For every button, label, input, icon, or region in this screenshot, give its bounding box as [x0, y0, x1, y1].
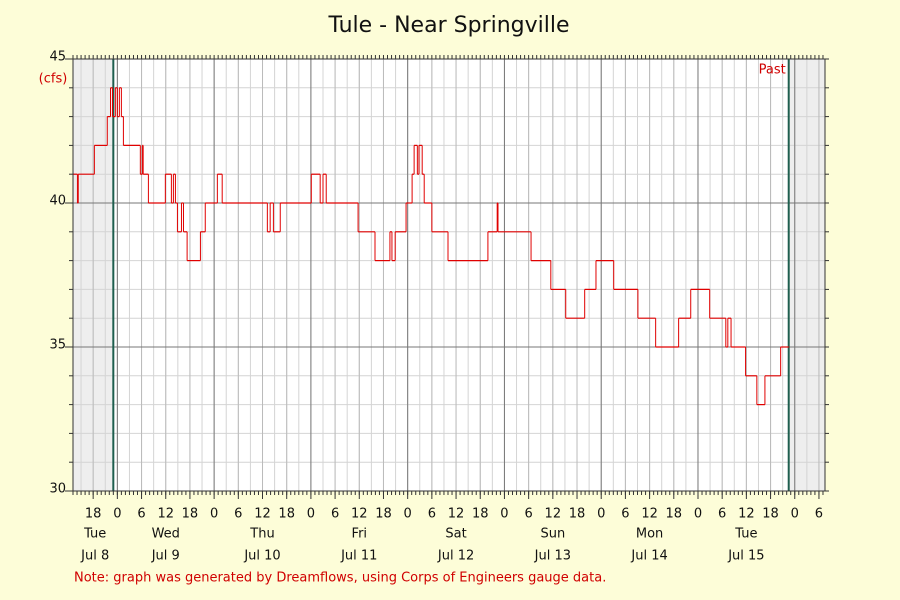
x-tick-label: 6	[234, 507, 242, 522]
day-date: Jul 13	[534, 549, 571, 564]
x-tick-label: 18	[472, 507, 489, 522]
x-tick-label: 0	[404, 507, 412, 522]
x-tick-label: 0	[307, 507, 315, 522]
x-tick-label: 6	[331, 507, 339, 522]
day-date: Jul 9	[151, 549, 180, 564]
x-tick-label: 12	[157, 507, 174, 522]
note: Note: graph was generated by Dreamflows,…	[74, 571, 606, 586]
day-date: Jul 8	[80, 549, 109, 564]
day-weekday: Tue	[734, 527, 757, 542]
x-tick-label: 12	[738, 507, 755, 522]
x-tick-label: 6	[815, 507, 823, 522]
x-tick-label: 18	[85, 507, 102, 522]
x-tick-label: 6	[428, 507, 436, 522]
day-weekday: Sat	[445, 527, 466, 542]
x-tick-label: 6	[718, 507, 726, 522]
x-tick-label: 18	[182, 507, 199, 522]
day-date: Jul 10	[243, 549, 280, 564]
day-weekday: Fri	[352, 527, 368, 542]
x-tick-label: 0	[791, 507, 799, 522]
x-tick-label: 12	[351, 507, 368, 522]
x-tick-label: 18	[375, 507, 392, 522]
x-tick-label: 12	[545, 507, 562, 522]
day-weekday: Sun	[540, 527, 565, 542]
day-date: Jul 15	[727, 549, 764, 564]
y-tick-label: 35	[49, 338, 66, 353]
chart-title: Tule - Near Springville	[327, 13, 569, 38]
y-tick-label: 30	[49, 482, 66, 497]
x-tick-label: 18	[762, 507, 779, 522]
day-weekday: Mon	[636, 527, 663, 542]
day-date: Jul 11	[340, 549, 377, 564]
x-tick-label: 12	[254, 507, 271, 522]
x-tick-label: 0	[597, 507, 605, 522]
x-tick-label: 12	[641, 507, 658, 522]
x-tick-label: 18	[569, 507, 586, 522]
y-tick-label: 40	[49, 194, 66, 209]
day-date: Jul 14	[630, 549, 667, 564]
x-tick-label: 6	[524, 507, 532, 522]
x-tick-label: 18	[666, 507, 683, 522]
x-tick-label: 0	[500, 507, 508, 522]
plot-area	[73, 59, 825, 491]
plot-border	[72, 58, 826, 492]
day-date: Jul 12	[437, 549, 474, 564]
day-weekday: Wed	[152, 527, 180, 542]
x-tick-label: 12	[448, 507, 465, 522]
y-tick-label: 45	[49, 50, 66, 65]
x-tick-label: 18	[278, 507, 295, 522]
day-weekday: Thu	[249, 527, 274, 542]
x-tick-label: 0	[113, 507, 121, 522]
x-tick-label: 6	[137, 507, 145, 522]
x-tick-label: 0	[210, 507, 218, 522]
y-axis-label: (cfs)	[39, 72, 68, 87]
x-tick-label: 0	[694, 507, 702, 522]
x-tick-label: 6	[621, 507, 629, 522]
past-label: Past	[759, 63, 786, 78]
day-weekday: Tue	[83, 527, 106, 542]
